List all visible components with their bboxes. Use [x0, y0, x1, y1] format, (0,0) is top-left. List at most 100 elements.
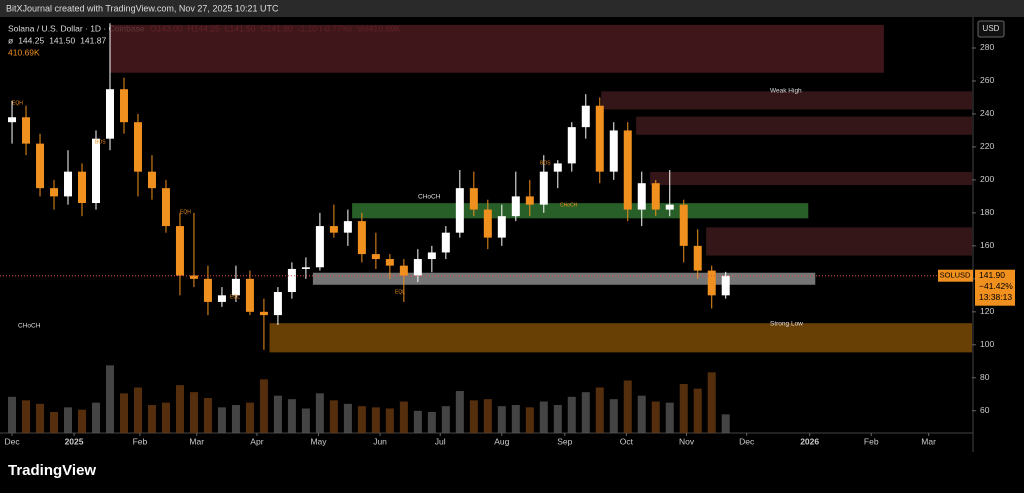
- volume-bar: [217, 407, 226, 433]
- x-tick-label: Sep: [557, 436, 572, 446]
- price-tag-change: −41.42%: [979, 281, 1013, 291]
- volume-bar: [385, 408, 394, 433]
- volume-bar: [371, 407, 380, 433]
- zone: [312, 272, 816, 285]
- candle-body: [413, 259, 422, 276]
- volume-bar: [315, 393, 324, 433]
- volume-bar: [609, 399, 618, 433]
- volume-bar: [301, 408, 310, 433]
- volume-bar: [679, 384, 688, 433]
- annotation: EQH: [180, 209, 191, 215]
- x-tick-label: Mar: [921, 436, 936, 446]
- candle-body: [119, 89, 128, 123]
- annotation: CHoCH: [560, 202, 578, 208]
- currency-box: [977, 20, 1005, 38]
- volume-bar: [413, 410, 422, 433]
- volume-bar: [189, 392, 198, 433]
- volume-bar: [105, 365, 114, 433]
- y-tick-label: 100: [980, 339, 994, 349]
- volume-label: 410.69K: [8, 47, 40, 57]
- volume-bar: [539, 401, 548, 433]
- y-tick-label: 240: [980, 108, 994, 118]
- volume-bar: [665, 402, 674, 433]
- price-symbol-box: [938, 269, 973, 282]
- candle-body: [553, 163, 562, 172]
- price-tag-countdown: 13:38:13: [979, 292, 1012, 302]
- volume-bar: [273, 395, 282, 433]
- y-tick-label: 180: [980, 207, 994, 217]
- volume-bar: [50, 412, 59, 433]
- volume-bar: [161, 402, 170, 433]
- x-tick-label: Dec: [4, 436, 20, 446]
- annotation: EQL: [395, 289, 405, 295]
- x-tick-label: 2025: [65, 436, 84, 446]
- candle-body: [637, 183, 646, 210]
- candle-body: [133, 122, 142, 172]
- candle-body: [427, 252, 436, 260]
- candle-body: [623, 130, 632, 210]
- candle-body: [189, 275, 198, 279]
- annotation: BOS: [95, 139, 106, 145]
- candle-body: [245, 278, 254, 312]
- price-tag-price: 141.90: [979, 270, 1005, 280]
- volume-bar: [721, 414, 730, 433]
- candle-body: [651, 183, 660, 210]
- volume-bar: [441, 406, 450, 433]
- volume-bar: [175, 385, 184, 433]
- volume-bar: [231, 405, 240, 433]
- zone: [352, 203, 809, 219]
- x-tick-label: Aug: [494, 436, 509, 446]
- candle-body: [217, 295, 226, 302]
- volume-bar: [36, 403, 45, 433]
- candle-body: [483, 209, 492, 238]
- candle-body: [273, 292, 282, 316]
- candle-body: [78, 171, 87, 203]
- y-tick-label: 160: [980, 240, 994, 250]
- candle-body: [525, 196, 534, 205]
- candle-body: [64, 171, 73, 197]
- volume-bar: [22, 400, 31, 433]
- volume-bar: [64, 407, 73, 433]
- credit: BitXJournal created with TradingView.com…: [6, 3, 279, 13]
- candle-body: [511, 196, 520, 217]
- currency: USD: [983, 24, 1000, 33]
- annotation: BOS: [540, 160, 551, 166]
- volume-bar: [78, 409, 87, 433]
- candle-body: [301, 267, 310, 269]
- y-tick-label: 80: [980, 372, 990, 382]
- indicator-value: ø: [8, 35, 13, 45]
- volume-bar: [707, 372, 716, 433]
- zone: [650, 171, 972, 186]
- annotation: Weak High: [770, 88, 802, 95]
- candle-body: [693, 245, 702, 271]
- volume-bar: [581, 392, 590, 433]
- volume-bar: [483, 399, 492, 433]
- candle-body: [231, 278, 240, 296]
- x-tick-label: 2026: [800, 436, 819, 446]
- volume-bar: [553, 405, 562, 433]
- plot: [109, 24, 972, 353]
- x-tick-label: Mar: [189, 436, 204, 446]
- candle-body: [455, 188, 464, 233]
- candle-body: [497, 216, 506, 238]
- candle-body: [36, 143, 45, 189]
- volume-bar: [399, 401, 408, 433]
- volume-bar: [133, 387, 142, 433]
- price-tag-box: [975, 269, 1015, 306]
- candle-body: [203, 278, 212, 302]
- symbol: Solana / U.S. Dollar · 1D · Coinbase: [8, 23, 145, 33]
- x-tick-label: Oct: [620, 436, 634, 446]
- volume-bar: [287, 399, 296, 433]
- volume-bar: [329, 400, 338, 433]
- zone: [109, 24, 884, 73]
- annotation: CHoCH: [418, 194, 441, 201]
- candle-body: [147, 171, 156, 189]
- candle-body: [105, 89, 114, 139]
- candle-body: [315, 226, 324, 268]
- candle-body: [581, 105, 590, 128]
- volume-bar: [203, 398, 212, 433]
- candle-body: [343, 221, 352, 233]
- y-tick-label: 220: [980, 141, 994, 151]
- candle-body: [469, 188, 478, 210]
